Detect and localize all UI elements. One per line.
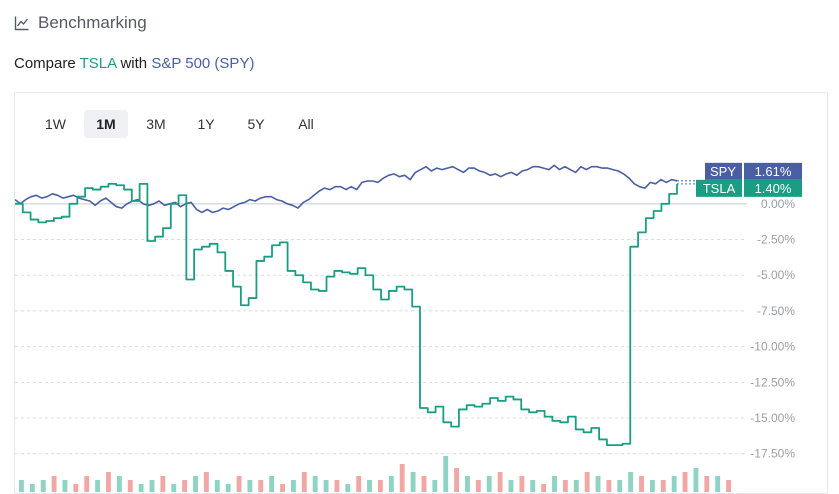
legend-name-spy: SPY	[710, 164, 736, 179]
volume-bar	[388, 476, 394, 492]
volume-bar	[225, 484, 231, 492]
series-line-tsla	[15, 182, 678, 447]
section-title: Benchmarking	[38, 13, 147, 32]
volume-bar	[704, 476, 710, 492]
volume-bar	[356, 476, 362, 492]
volume-bar	[160, 476, 166, 492]
volume-bar	[106, 472, 111, 492]
volume-bar	[247, 480, 253, 492]
tab-3m[interactable]: 3M	[146, 116, 166, 132]
comparison-chart: 0.00% -2.50% -5.00% -7.50% -10.00% -12.50% -15…	[15, 162, 802, 492]
volume-bar	[345, 484, 351, 492]
legend-badge-tsla: TSLA 1.40%	[696, 179, 802, 197]
volume-bar	[323, 480, 329, 492]
volume-bar	[443, 456, 449, 492]
compare-benchmark: S&P 500 (SPY)	[151, 55, 255, 72]
volume-bar	[62, 480, 68, 492]
volume-bar	[410, 472, 416, 492]
legend-badge-spy: SPY 1.61%	[705, 162, 802, 180]
volume-bar	[715, 476, 721, 492]
volume-bar	[519, 476, 525, 492]
volume-bar	[660, 480, 666, 492]
y-tick-label: -2.50%	[757, 233, 795, 247]
volume-bar	[475, 480, 481, 492]
volume-bar	[454, 468, 460, 492]
volume-bar	[562, 480, 568, 492]
volume-bar	[606, 480, 612, 492]
series-line-spy	[15, 164, 678, 214]
volume-bar	[236, 476, 242, 492]
line-chart-icon	[14, 15, 30, 31]
compare-ticker: TSLA	[79, 55, 117, 72]
y-tick-label: -12.50%	[750, 375, 795, 389]
legend-name-tsla: TSLA	[703, 181, 736, 196]
section-header: Benchmarking	[14, 13, 147, 33]
legend-value-spy: 1.61%	[755, 164, 792, 179]
volume-bar	[149, 480, 155, 492]
volume-bar	[541, 484, 547, 492]
compare-prefix: Compare	[14, 55, 76, 72]
volume-bar	[29, 484, 35, 492]
volume-bar	[182, 480, 188, 492]
volume-bar	[19, 480, 24, 492]
volume-bar	[378, 480, 383, 492]
volume-bar	[465, 476, 470, 492]
volume-bar	[138, 484, 144, 492]
volume-bar	[334, 480, 340, 492]
compare-middle: with	[120, 55, 148, 72]
volume-bar	[258, 480, 264, 492]
volume-bar	[203, 472, 209, 492]
volume-bar	[508, 480, 514, 492]
volume-bar	[671, 476, 677, 492]
volume-bar	[486, 476, 492, 492]
volume-bar	[84, 476, 90, 492]
volume-bar	[682, 472, 688, 492]
volume-bar	[127, 480, 133, 492]
volume-bar	[421, 476, 427, 492]
volume-bar	[214, 480, 220, 492]
volume-bar	[497, 472, 503, 492]
volume-bar	[595, 476, 601, 492]
volume-bar	[617, 480, 623, 492]
volume-bar	[726, 480, 732, 492]
y-tick-label: -15.00%	[750, 411, 795, 425]
volume-bar	[649, 480, 655, 492]
volume-bar	[432, 480, 438, 492]
y-tick-label: 0.00%	[761, 197, 795, 211]
volume-bar	[367, 480, 373, 492]
tab-1y[interactable]: 1Y	[197, 116, 215, 132]
range-tabs: 1W 1M 3M 1Y 5Y All	[33, 110, 328, 138]
volume-bar	[51, 476, 57, 492]
volume-bar	[399, 464, 405, 492]
volume-bar	[552, 476, 557, 492]
volume-bar	[116, 476, 122, 492]
volume-bar	[693, 468, 699, 492]
volume-bar	[171, 484, 177, 492]
volume-bar	[290, 480, 296, 492]
volume-bar	[269, 476, 275, 492]
volume-bar	[40, 480, 46, 492]
volume-bar	[73, 484, 79, 492]
y-tick-label: -17.50%	[750, 447, 795, 461]
volume-bar	[639, 476, 644, 492]
volume-bar	[628, 472, 634, 492]
tab-all[interactable]: All	[298, 116, 314, 132]
chart-panel: 1W 1M 3M 1Y 5Y All 0.00% -2.50% -5.00% -7.5…	[14, 92, 828, 494]
y-tick-label: -7.50%	[757, 304, 795, 318]
legend-value-tsla: 1.40%	[755, 181, 792, 196]
volume-bar	[280, 484, 285, 492]
volume-bar	[95, 480, 101, 492]
tab-5y[interactable]: 5Y	[247, 116, 265, 132]
volume-bar	[301, 472, 307, 492]
volume-bar	[573, 480, 579, 492]
volume-bar	[193, 476, 198, 492]
volume-bar	[312, 476, 318, 492]
tab-1w[interactable]: 1W	[45, 116, 66, 132]
volume-bar	[530, 480, 536, 492]
y-tick-label: -10.00%	[750, 340, 795, 354]
volume-bar	[584, 472, 590, 492]
compare-line: Compare TSLA with S&P 500 (SPY)	[14, 55, 254, 72]
y-tick-label: -5.00%	[757, 268, 795, 282]
tab-1m[interactable]: 1M	[84, 110, 128, 138]
